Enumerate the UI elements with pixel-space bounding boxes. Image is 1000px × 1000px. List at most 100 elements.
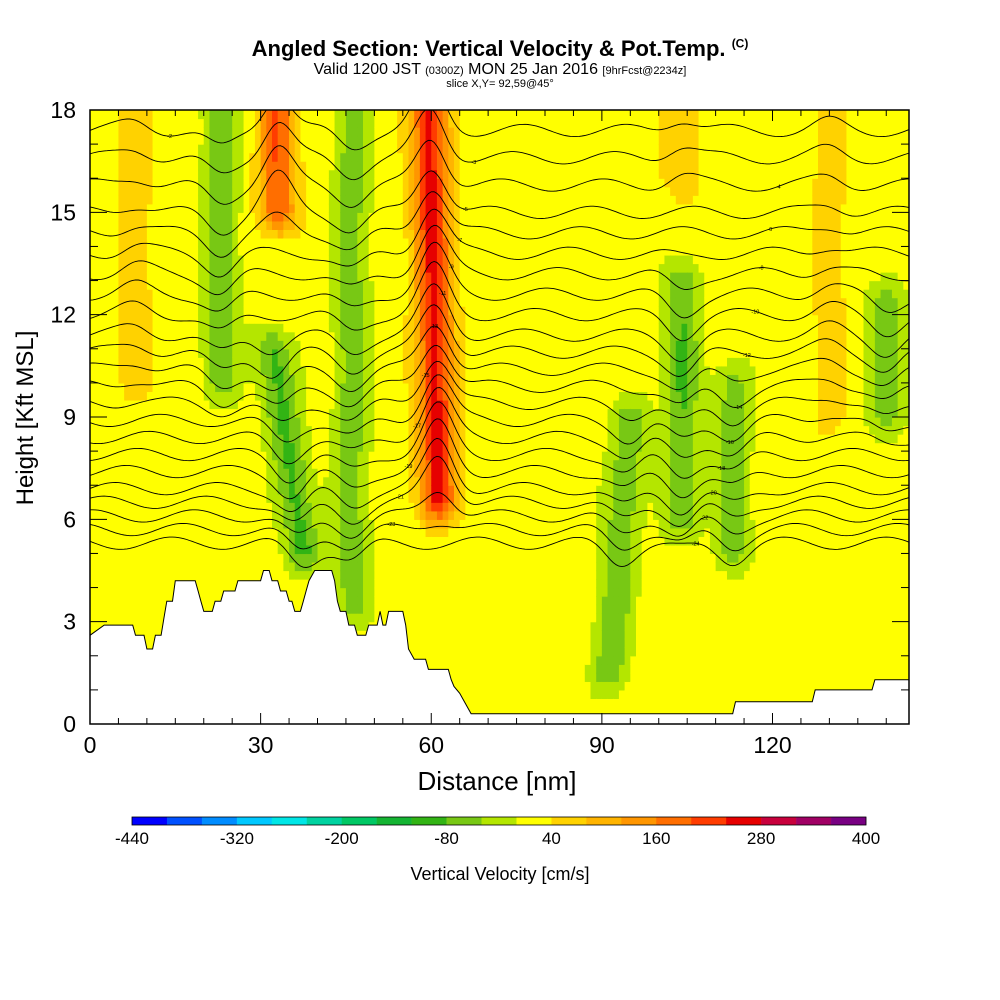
field-cell <box>146 212 154 222</box>
field-cell <box>436 647 444 657</box>
field-cell <box>254 502 262 512</box>
field-cell <box>175 365 182 375</box>
field-cell <box>442 186 449 196</box>
field-cell <box>118 382 125 393</box>
field-cell <box>260 391 267 401</box>
field-cell <box>203 442 211 452</box>
field-cell <box>448 203 455 213</box>
field-cell <box>146 135 154 145</box>
field-cell <box>90 186 97 196</box>
field-cell <box>254 220 262 230</box>
field-cell <box>294 280 302 290</box>
field-cell <box>277 340 284 350</box>
field-cell <box>402 280 410 290</box>
field-cell <box>385 382 393 393</box>
field-cell <box>186 408 193 418</box>
field-cell <box>465 314 472 324</box>
field-cell <box>317 502 324 512</box>
field-cell <box>215 579 222 589</box>
field-cell <box>277 357 284 367</box>
field-cell <box>340 306 347 316</box>
field-cell <box>448 493 455 503</box>
field-cell <box>129 434 137 444</box>
field-cell <box>448 459 455 469</box>
field-cell <box>300 417 307 427</box>
field-cell <box>408 425 415 435</box>
field-cell <box>425 519 432 529</box>
field-cell <box>152 451 159 461</box>
field-cell <box>146 434 154 444</box>
field-cell <box>345 314 353 324</box>
field-cell <box>459 485 466 495</box>
field-cell <box>198 203 205 213</box>
field-cell <box>436 246 444 256</box>
field-cell <box>254 212 262 222</box>
field-cell <box>454 561 461 572</box>
field-cell <box>476 698 484 708</box>
field-cell <box>311 314 319 324</box>
field-cell <box>328 331 336 341</box>
field-cell <box>272 195 279 205</box>
field-cell <box>124 254 131 265</box>
field-cell <box>419 399 427 410</box>
field-cell <box>391 374 398 384</box>
field-cell <box>374 613 381 623</box>
field-cell <box>163 510 171 520</box>
field-cell <box>158 561 165 572</box>
field-cell <box>454 314 461 324</box>
field-cell <box>192 212 199 222</box>
field-cell <box>323 169 330 179</box>
field-cell <box>300 110 307 120</box>
field-cell <box>186 229 193 239</box>
field-cell <box>232 263 239 273</box>
field-cell <box>198 229 205 239</box>
field-cell <box>408 544 415 555</box>
field-cell <box>209 502 216 512</box>
field-cell <box>368 127 375 137</box>
field-cell <box>471 135 478 145</box>
field-cell <box>260 502 267 512</box>
field-cell <box>175 263 182 273</box>
field-cell <box>448 485 455 495</box>
field-cell <box>408 178 415 188</box>
field-cell <box>294 186 302 196</box>
field-cell <box>209 544 216 555</box>
field-cell <box>289 229 296 239</box>
field-cell <box>152 561 159 572</box>
field-cell <box>334 434 341 444</box>
field-cell <box>471 169 478 179</box>
field-cell <box>277 434 284 444</box>
field-cell <box>300 144 307 154</box>
field-cell <box>181 161 188 171</box>
field-cell <box>414 272 421 282</box>
field-cell <box>334 246 341 256</box>
field-cell <box>226 468 233 478</box>
field-cell <box>363 561 370 572</box>
field-cell <box>391 502 398 512</box>
field-cell <box>243 169 250 179</box>
field-cell <box>260 510 267 520</box>
field-cell <box>215 408 222 418</box>
field-cell <box>260 536 267 546</box>
field-cell <box>345 365 353 375</box>
field-cell <box>112 587 120 597</box>
field-cell <box>340 195 347 205</box>
field-cell <box>220 442 228 452</box>
field-cell <box>334 237 341 248</box>
field-cell <box>141 169 148 179</box>
field-cell <box>300 408 307 418</box>
field-cell <box>340 417 347 427</box>
field-cell <box>306 195 313 205</box>
field-cell <box>357 110 364 120</box>
field-cell <box>471 630 478 640</box>
field-cell <box>436 459 444 469</box>
field-cell <box>363 553 370 563</box>
field-cell <box>454 323 461 333</box>
field-cell <box>397 178 404 188</box>
field-cell <box>425 323 432 333</box>
field-cell <box>465 434 472 444</box>
field-cell <box>465 544 472 555</box>
field-cell <box>380 348 387 358</box>
field-cell <box>220 570 228 580</box>
field-cell <box>175 297 182 307</box>
